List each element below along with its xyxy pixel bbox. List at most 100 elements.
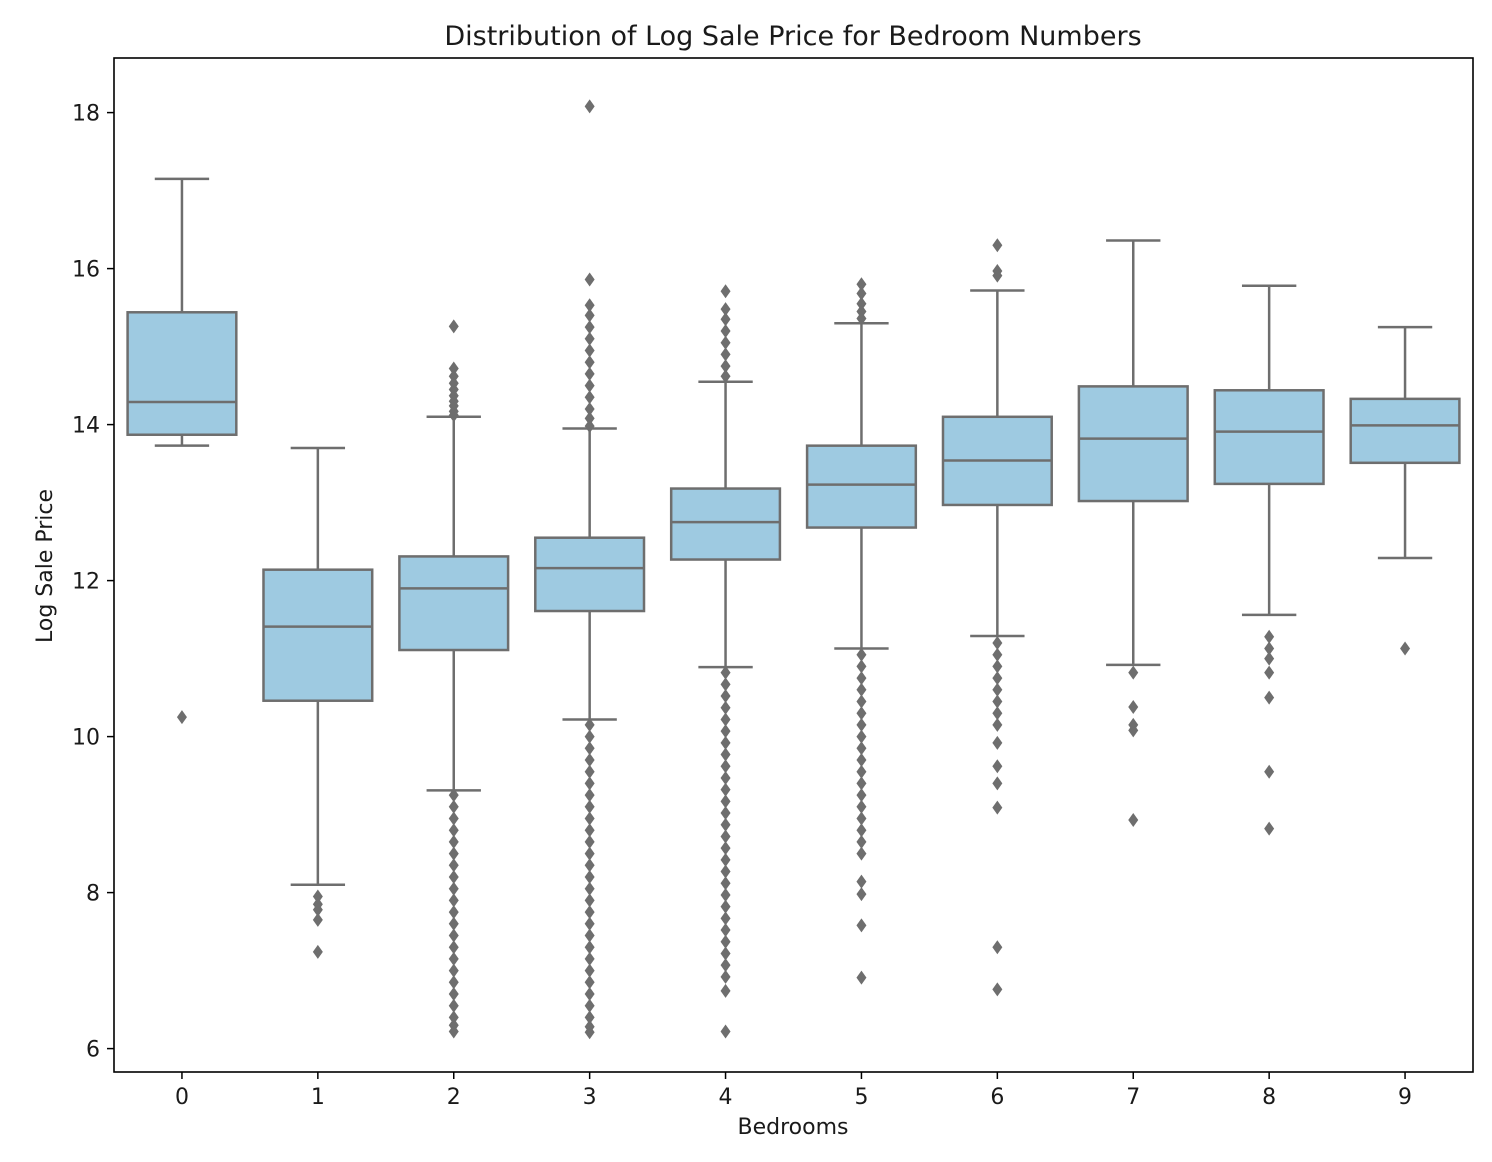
outlier-point xyxy=(448,361,459,376)
outlier-point xyxy=(992,717,1003,732)
outlier-point xyxy=(720,747,731,762)
outlier-point xyxy=(584,905,595,920)
outlier-point xyxy=(856,799,867,814)
outlier-point xyxy=(720,817,731,832)
outlier-point xyxy=(720,302,731,317)
outlier-point xyxy=(1264,629,1275,644)
outlier-point xyxy=(584,951,595,966)
outlier-point xyxy=(720,983,731,998)
x-tick-label: 3 xyxy=(583,1085,597,1110)
box-group-9 xyxy=(1349,325,1461,656)
outlier-point xyxy=(720,724,731,739)
outlier-point xyxy=(720,284,731,299)
outlier-point xyxy=(584,729,595,744)
outlier-point xyxy=(448,951,459,966)
x-tick-label: 8 xyxy=(1262,1085,1276,1110)
outlier-point xyxy=(448,963,459,978)
outlier-point xyxy=(448,1010,459,1025)
plot-area xyxy=(126,99,1461,1040)
outlier-point xyxy=(856,659,867,674)
outlier-point xyxy=(720,665,731,680)
outlier-point xyxy=(584,272,595,287)
box xyxy=(1077,385,1189,503)
outlier-point xyxy=(584,764,595,779)
box-group-7 xyxy=(1077,239,1189,828)
box-group-1 xyxy=(262,446,374,959)
outlier-point xyxy=(720,782,731,797)
outlier-point xyxy=(720,735,731,750)
outlier-point xyxy=(720,335,731,350)
outlier-point xyxy=(584,811,595,826)
outlier-point xyxy=(584,846,595,861)
outlier-point xyxy=(1128,813,1139,828)
box-group-6 xyxy=(941,238,1053,997)
outlier-point xyxy=(720,829,731,844)
outlier-point xyxy=(1128,723,1139,738)
chart-title: Distribution of Log Sale Price for Bedro… xyxy=(444,21,1141,52)
outlier-point xyxy=(1264,665,1275,680)
box-group-3 xyxy=(534,99,646,1040)
outlier-point xyxy=(992,238,1003,253)
outlier-point xyxy=(584,390,595,405)
outlier-point xyxy=(312,944,323,959)
outlier-point xyxy=(448,987,459,1001)
box xyxy=(1349,397,1461,465)
outlier-point xyxy=(584,975,595,990)
y-tick-label: 14 xyxy=(72,414,100,439)
outlier-point xyxy=(720,712,731,727)
x-tick-label: 2 xyxy=(447,1085,461,1110)
x-axis: 0 1 2 3 4 5 6 7 8 9 xyxy=(175,1072,1412,1110)
y-tick-label: 16 xyxy=(72,258,100,283)
outlier-point xyxy=(856,694,867,709)
x-tick-label: 6 xyxy=(990,1085,1004,1110)
outlier-point xyxy=(448,940,459,955)
outlier-point xyxy=(992,636,1003,650)
outlier-point xyxy=(720,689,731,704)
y-tick-label: 10 xyxy=(72,726,100,751)
outlier-point xyxy=(448,928,459,943)
box-group-2 xyxy=(398,319,510,1039)
outlier-point xyxy=(176,710,187,725)
outlier-point xyxy=(856,887,867,902)
outlier-point xyxy=(584,893,595,908)
outlier-point xyxy=(856,741,867,756)
outlier-point xyxy=(448,369,459,384)
outlier-point xyxy=(584,331,595,346)
outlier-point xyxy=(856,706,867,721)
outlier-point xyxy=(584,741,595,756)
outlier-point xyxy=(720,852,731,867)
x-axis-label: Bedrooms xyxy=(738,1115,849,1140)
outlier-point xyxy=(1264,651,1275,666)
outlier-point xyxy=(1400,641,1411,656)
outlier-point xyxy=(856,671,867,686)
outlier-point xyxy=(448,408,459,423)
outlier-point xyxy=(448,811,459,826)
outlier-point xyxy=(1264,764,1275,779)
outlier-point xyxy=(856,717,867,732)
outlier-point xyxy=(856,918,867,933)
outlier-point xyxy=(992,671,1003,686)
outlier-point xyxy=(584,799,595,814)
outlier-point xyxy=(720,969,731,984)
outlier-point xyxy=(856,277,867,292)
outlier-point xyxy=(584,776,595,791)
outlier-point xyxy=(584,881,595,896)
outlier-point xyxy=(584,998,595,1013)
box-group-0 xyxy=(126,177,238,725)
outlier-point xyxy=(448,998,459,1013)
outlier-point xyxy=(992,735,1003,750)
outlier-point xyxy=(448,823,459,838)
outlier-point xyxy=(448,1024,459,1039)
outlier-point xyxy=(448,881,459,896)
outlier-point xyxy=(312,889,323,904)
x-tick-label: 7 xyxy=(1126,1085,1140,1110)
outlier-point xyxy=(992,682,1003,697)
outlier-point xyxy=(992,659,1003,674)
outlier-point xyxy=(720,359,731,374)
outlier-point xyxy=(584,717,595,732)
outlier-point xyxy=(856,764,867,779)
outlier-point xyxy=(584,378,595,393)
x-tick-label: 0 xyxy=(175,1085,189,1110)
outlier-point xyxy=(448,916,459,931)
